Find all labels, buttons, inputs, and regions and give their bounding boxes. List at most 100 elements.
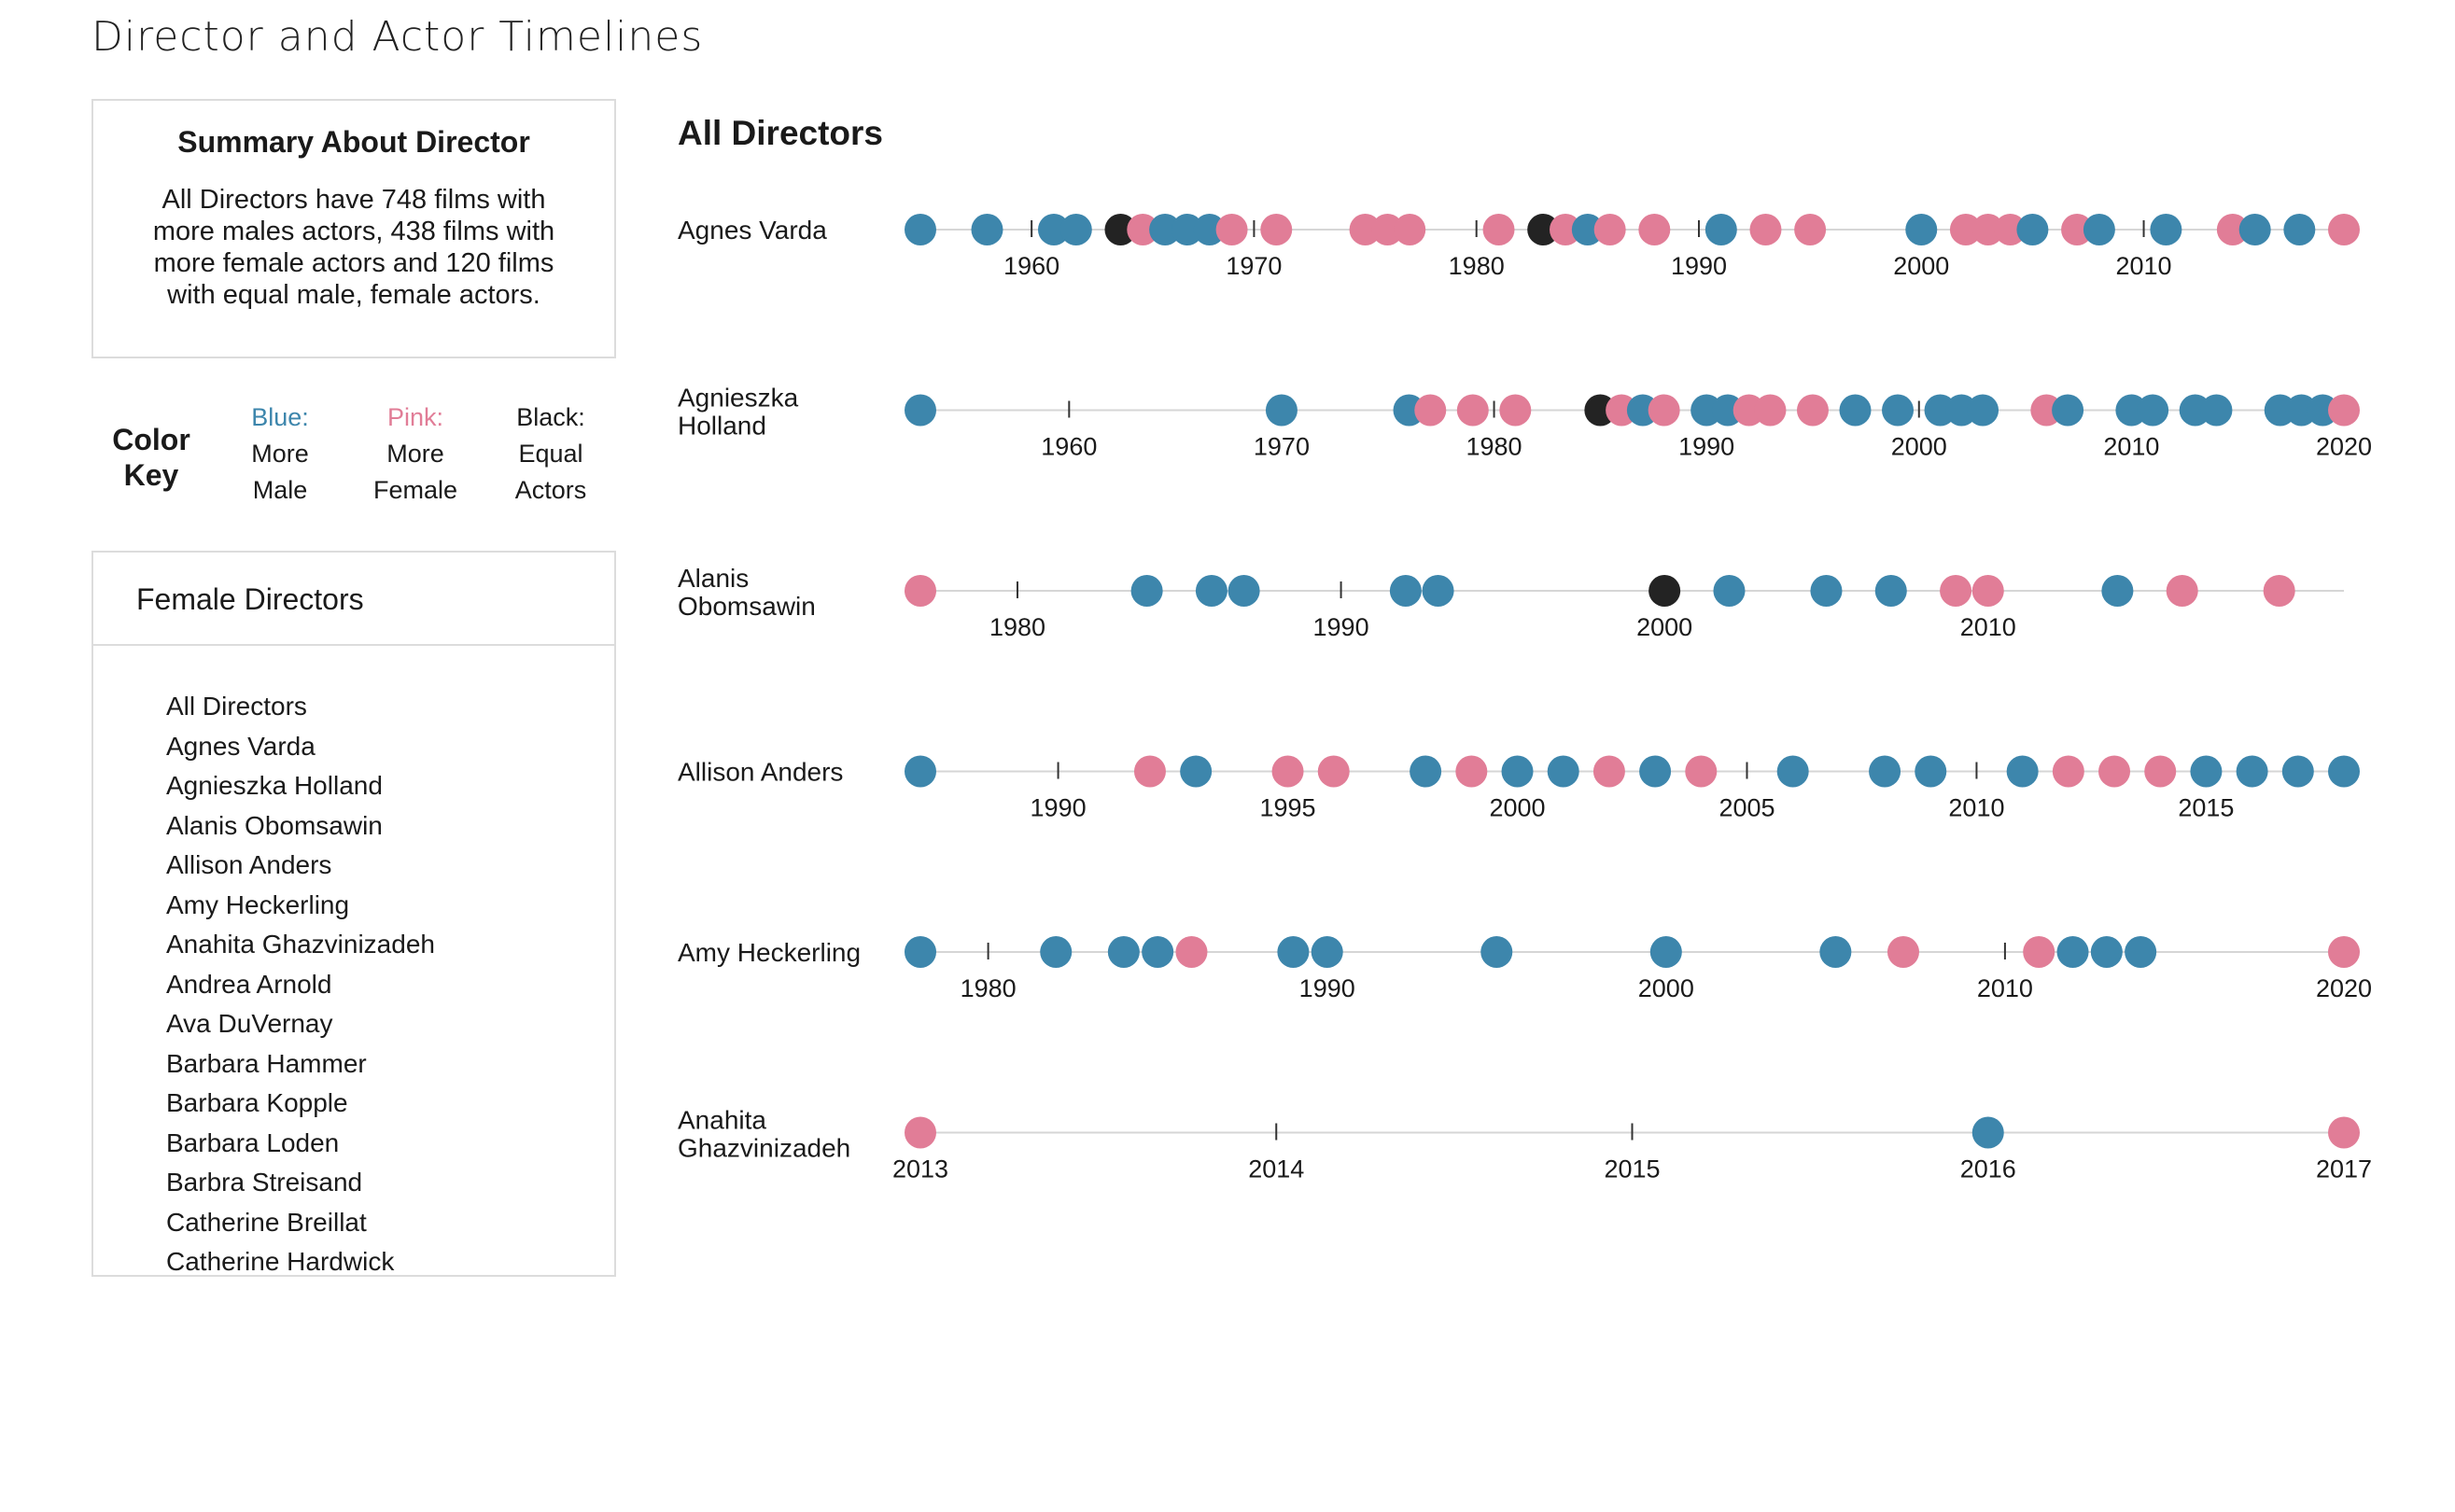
film-point [1994,214,2027,245]
film-point [1175,936,1208,968]
film-point [2083,214,2115,245]
director-list-item[interactable]: Barbra Streisand [166,1168,363,1197]
film-point [1265,394,1298,427]
film-point [1704,214,1737,245]
color-key-pink-line1: More [386,440,444,468]
film-point [1967,394,1999,427]
color-key-pink-line2: Female [372,476,458,504]
film-point [1130,575,1163,607]
film-point [1796,394,1829,427]
color-key-black-line1: Equal [518,440,583,468]
film-point [1776,755,1809,788]
film-point [1649,936,1682,968]
director-list-header: Female Directors [93,553,614,646]
director-list-item[interactable]: Ava DuVernay [166,1009,333,1038]
tick-label: 2014 [1248,1155,1304,1183]
director-label: Allison Anders [678,758,843,787]
tick-label: 1960 [1041,433,1097,461]
film-point [1971,575,2004,607]
film-point [2090,936,2123,968]
director-list-item[interactable]: Alanis Obomsawin [166,810,383,840]
film-point [1819,936,1852,968]
director-list-item[interactable]: Barbara Loden [166,1127,340,1157]
film-point [2144,755,2177,788]
film-point [2125,936,2157,968]
film-point [1940,575,1972,607]
color-key-title: Color Key [112,423,190,492]
film-point [971,214,1003,245]
color-key-pink: Pink: More Female [364,399,467,509]
tick-label: 1995 [1260,794,1316,822]
director-list-item[interactable]: Agnes Varda [166,731,316,761]
tick-label: 2010 [2116,252,2172,280]
tick-label: 2016 [1960,1155,2016,1183]
director-list-item[interactable]: Anahita Ghazvinizadeh [166,930,435,959]
film-point [1874,575,1907,607]
director-label: Agnes Varda [678,216,827,245]
film-point [2137,394,2169,427]
director-label: Alanis [678,564,749,593]
film-point [1317,755,1350,788]
tick-label: 1980 [1466,433,1522,461]
director-list-item[interactable]: Catherine Breillat [166,1207,367,1237]
film-point [905,575,936,607]
tick-label: 2015 [2178,794,2234,822]
film-point [1371,214,1404,245]
director-list-item[interactable]: Amy Heckerling [166,889,350,919]
director-label: Amy Heckerling [678,938,861,967]
film-point [1133,755,1166,788]
color-key-blue-head: Blue: [251,403,309,431]
film-point [2052,394,2084,427]
film-point [1195,575,1228,607]
film-point [905,214,936,245]
film-point [1949,214,1982,245]
tick-label: 1970 [1226,252,1282,280]
color-key-blue-line1: More [251,440,309,468]
director-list-item[interactable]: Agnieszka Holland [166,771,383,800]
film-point [2281,755,2314,788]
film-point [1592,755,1625,788]
film-point [1648,575,1681,607]
film-point [1638,214,1671,245]
tick-label: 2010 [2103,433,2159,461]
film-point [1887,936,1919,968]
director-list-item[interactable]: Barbara Hammer [166,1048,367,1078]
color-key-blue-line2: Male [252,476,308,504]
film-point [1142,936,1174,968]
film-point [1277,936,1310,968]
film-point [1127,214,1159,245]
film-point [1905,214,1938,245]
tick-label: 2000 [1489,794,1545,822]
film-point [1228,575,1260,607]
tick-label: 2013 [892,1155,948,1183]
film-point [1349,214,1382,245]
film-point [1180,755,1213,788]
film-point [1501,755,1534,788]
tick-label: 2015 [1604,1155,1660,1183]
tick-label: 1970 [1254,433,1310,461]
film-point [1971,1116,2004,1149]
film-point [1794,214,1827,245]
film-point [1499,394,1532,427]
tick-label: 2010 [1977,974,2033,1002]
film-point [1547,755,1579,788]
tick-label: 1990 [1671,252,1727,280]
film-point [1648,394,1680,427]
film-point [1193,214,1226,245]
film-point [1037,214,1070,245]
film-point [1482,214,1515,245]
director-list-item[interactable]: Andrea Arnold [166,969,332,999]
film-point [1915,755,1947,788]
color-key-blue: Blue: More Male [231,399,329,509]
director-list-item[interactable]: Barbara Kopple [166,1088,348,1117]
film-point [1882,394,1915,427]
director-list-item[interactable]: Catherine Hardwick [166,1247,395,1276]
director-label: Obomsawin [678,592,816,621]
director-list-item[interactable]: All Directors [166,692,307,721]
film-point [1550,214,1582,245]
film-point [1480,936,1513,968]
film-point [1260,214,1293,245]
director-list-item[interactable]: Allison Anders [166,850,332,879]
film-point [1311,936,1343,968]
film-point [2166,575,2198,607]
